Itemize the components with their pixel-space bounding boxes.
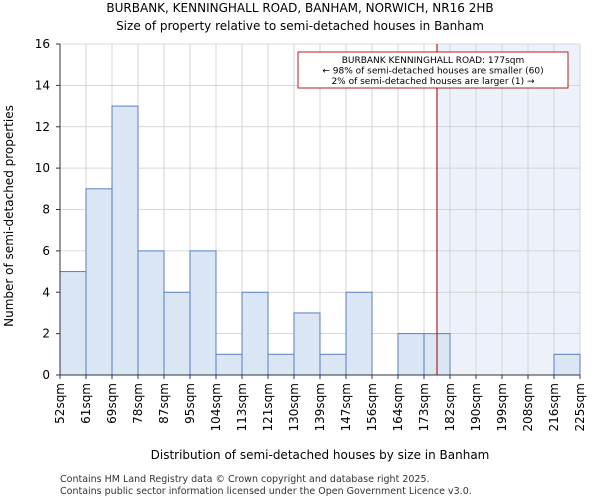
annotation-text: ← 98% of semi-detached houses are smalle…: [322, 67, 543, 77]
x-tick-label: 164sqm: [391, 383, 405, 431]
y-tick-label: 0: [42, 368, 50, 382]
x-tick-label: 147sqm: [339, 383, 353, 431]
y-tick-label: 14: [35, 78, 50, 92]
x-tick-label: 156sqm: [365, 383, 379, 431]
bar: [111, 105, 139, 376]
x-tick-label: 104sqm: [209, 383, 223, 431]
y-tick-label: 4: [42, 285, 50, 299]
plot-area: 0 2 4 6 8 10 12 14 16 52sqm 61sqm 69sqm 78sqm 87sqm 95…: [35, 37, 587, 431]
bar: [319, 353, 347, 376]
bar: [241, 291, 269, 376]
x-tick-label: 87sqm: [157, 383, 171, 424]
y-tick-label: 16: [35, 37, 50, 51]
y-axis-label: Number of semi-detached properties: [2, 105, 16, 327]
y-tick-label: 2: [42, 327, 50, 341]
annotation-text: 2% of semi-detached houses are larger (1…: [331, 77, 535, 87]
x-tick-label: 95sqm: [183, 383, 197, 424]
bar: [293, 312, 321, 376]
y-tick-label: 8: [42, 203, 50, 217]
annotation-text: BURBANK KENNINGHALL ROAD: 177sqm: [342, 56, 525, 66]
bar: [553, 353, 581, 376]
bar: [345, 291, 373, 376]
bar: [215, 353, 243, 376]
bar: [189, 250, 217, 376]
x-tick-label: 139sqm: [313, 383, 327, 431]
x-tick-label: 216sqm: [547, 383, 561, 431]
x-tick-label: 121sqm: [261, 383, 275, 431]
bar: [137, 250, 165, 376]
x-tick-label: 69sqm: [105, 383, 119, 424]
y-tick-label: 10: [35, 161, 50, 175]
x-tick-label: 52sqm: [53, 383, 67, 424]
x-tick-label: 199sqm: [495, 383, 509, 431]
footer-line-1: Contains HM Land Registry data © Crown c…: [60, 474, 430, 485]
x-tick-label: 173sqm: [417, 383, 431, 431]
bar: [163, 291, 191, 376]
x-tick-label: 208sqm: [521, 383, 535, 431]
annotation-box: [297, 51, 569, 89]
y-tick-label: 6: [42, 244, 50, 258]
chart-title: BURBANK, KENNINGHALL ROAD, BANHAM, NORWI…: [106, 1, 493, 15]
x-tick-label: 225sqm: [573, 383, 587, 431]
bar: [267, 353, 295, 376]
bar: [85, 188, 113, 376]
footer-line-2: Contains public sector information licen…: [60, 486, 472, 497]
x-tick-label: 190sqm: [469, 383, 483, 431]
x-tick-label: 61sqm: [79, 383, 93, 424]
x-tick-label: 113sqm: [235, 383, 249, 431]
x-tick-label: 78sqm: [131, 383, 145, 424]
x-axis-label: Distribution of semi-detached houses by …: [151, 448, 490, 462]
bar: [397, 333, 425, 376]
x-tick-label: 182sqm: [443, 383, 457, 431]
bar: [59, 271, 87, 376]
chart-subtitle: Size of property relative to semi-detach…: [116, 19, 484, 33]
x-tick-label: 130sqm: [287, 383, 301, 431]
y-tick-label: 12: [35, 120, 50, 134]
